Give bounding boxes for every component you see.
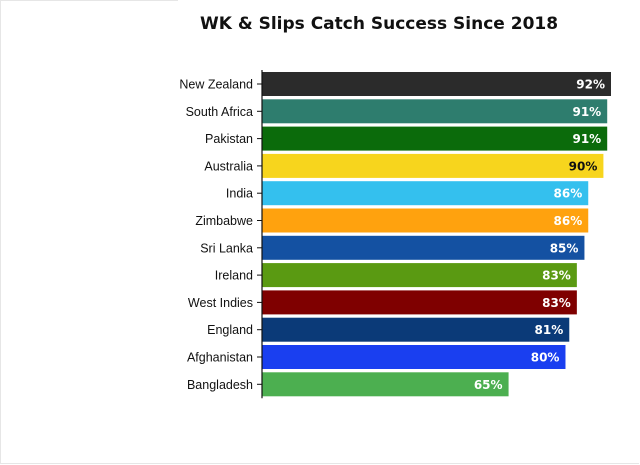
value-label-afghanistan: 80% <box>531 351 560 365</box>
category-label-west-indies: West Indies <box>188 296 253 310</box>
category-label-india: India <box>226 187 253 201</box>
bar-west-indies <box>262 290 577 315</box>
category-label-south-africa: South Africa <box>186 105 253 119</box>
top-divider <box>0 0 178 1</box>
value-label-zimbabwe: 86% <box>554 214 583 228</box>
value-label-pakistan: 91% <box>572 132 601 146</box>
value-label-south-africa: 91% <box>572 105 601 119</box>
value-label-bangladesh: 65% <box>474 378 503 392</box>
value-label-new-zealand: 92% <box>576 78 605 92</box>
category-label-pakistan: Pakistan <box>205 132 253 146</box>
value-label-england: 81% <box>535 323 564 337</box>
category-label-afghanistan: Afghanistan <box>187 351 253 365</box>
category-label-new-zealand: New Zealand <box>179 78 253 92</box>
chart-title: WK & Slips Catch Success Since 2018 <box>200 14 559 34</box>
value-label-india: 86% <box>554 187 583 201</box>
bar-pakistan <box>262 126 608 151</box>
bar-zimbabwe <box>262 208 589 233</box>
value-label-australia: 90% <box>569 159 598 173</box>
bar-india <box>262 181 589 206</box>
bar-australia <box>262 153 604 178</box>
bar-sri-lanka <box>262 235 585 260</box>
category-label-zimbabwe: Zimbabwe <box>195 214 253 228</box>
bar-afghanistan <box>262 345 566 369</box>
value-label-west-indies: 83% <box>542 296 571 310</box>
value-label-ireland: 83% <box>542 269 571 283</box>
category-label-sri-lanka: Sri Lanka <box>200 241 253 255</box>
bar-england <box>262 317 570 342</box>
bar-new-zealand <box>262 72 611 96</box>
bar-south-africa <box>262 99 608 124</box>
category-label-england: England <box>207 323 253 337</box>
bar-ireland <box>262 263 577 288</box>
bar-bangladesh <box>262 372 509 397</box>
category-label-ireland: Ireland <box>215 269 253 283</box>
category-label-bangladesh: Bangladesh <box>187 378 253 392</box>
category-label-australia: Australia <box>204 159 253 173</box>
value-label-sri-lanka: 85% <box>550 241 579 255</box>
